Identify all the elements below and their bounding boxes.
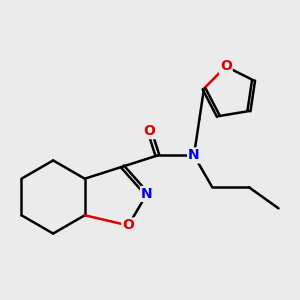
- Text: N: N: [141, 187, 153, 201]
- Text: N: N: [188, 148, 200, 163]
- Text: O: O: [220, 59, 232, 74]
- Text: O: O: [144, 124, 155, 138]
- Text: O: O: [122, 218, 134, 233]
